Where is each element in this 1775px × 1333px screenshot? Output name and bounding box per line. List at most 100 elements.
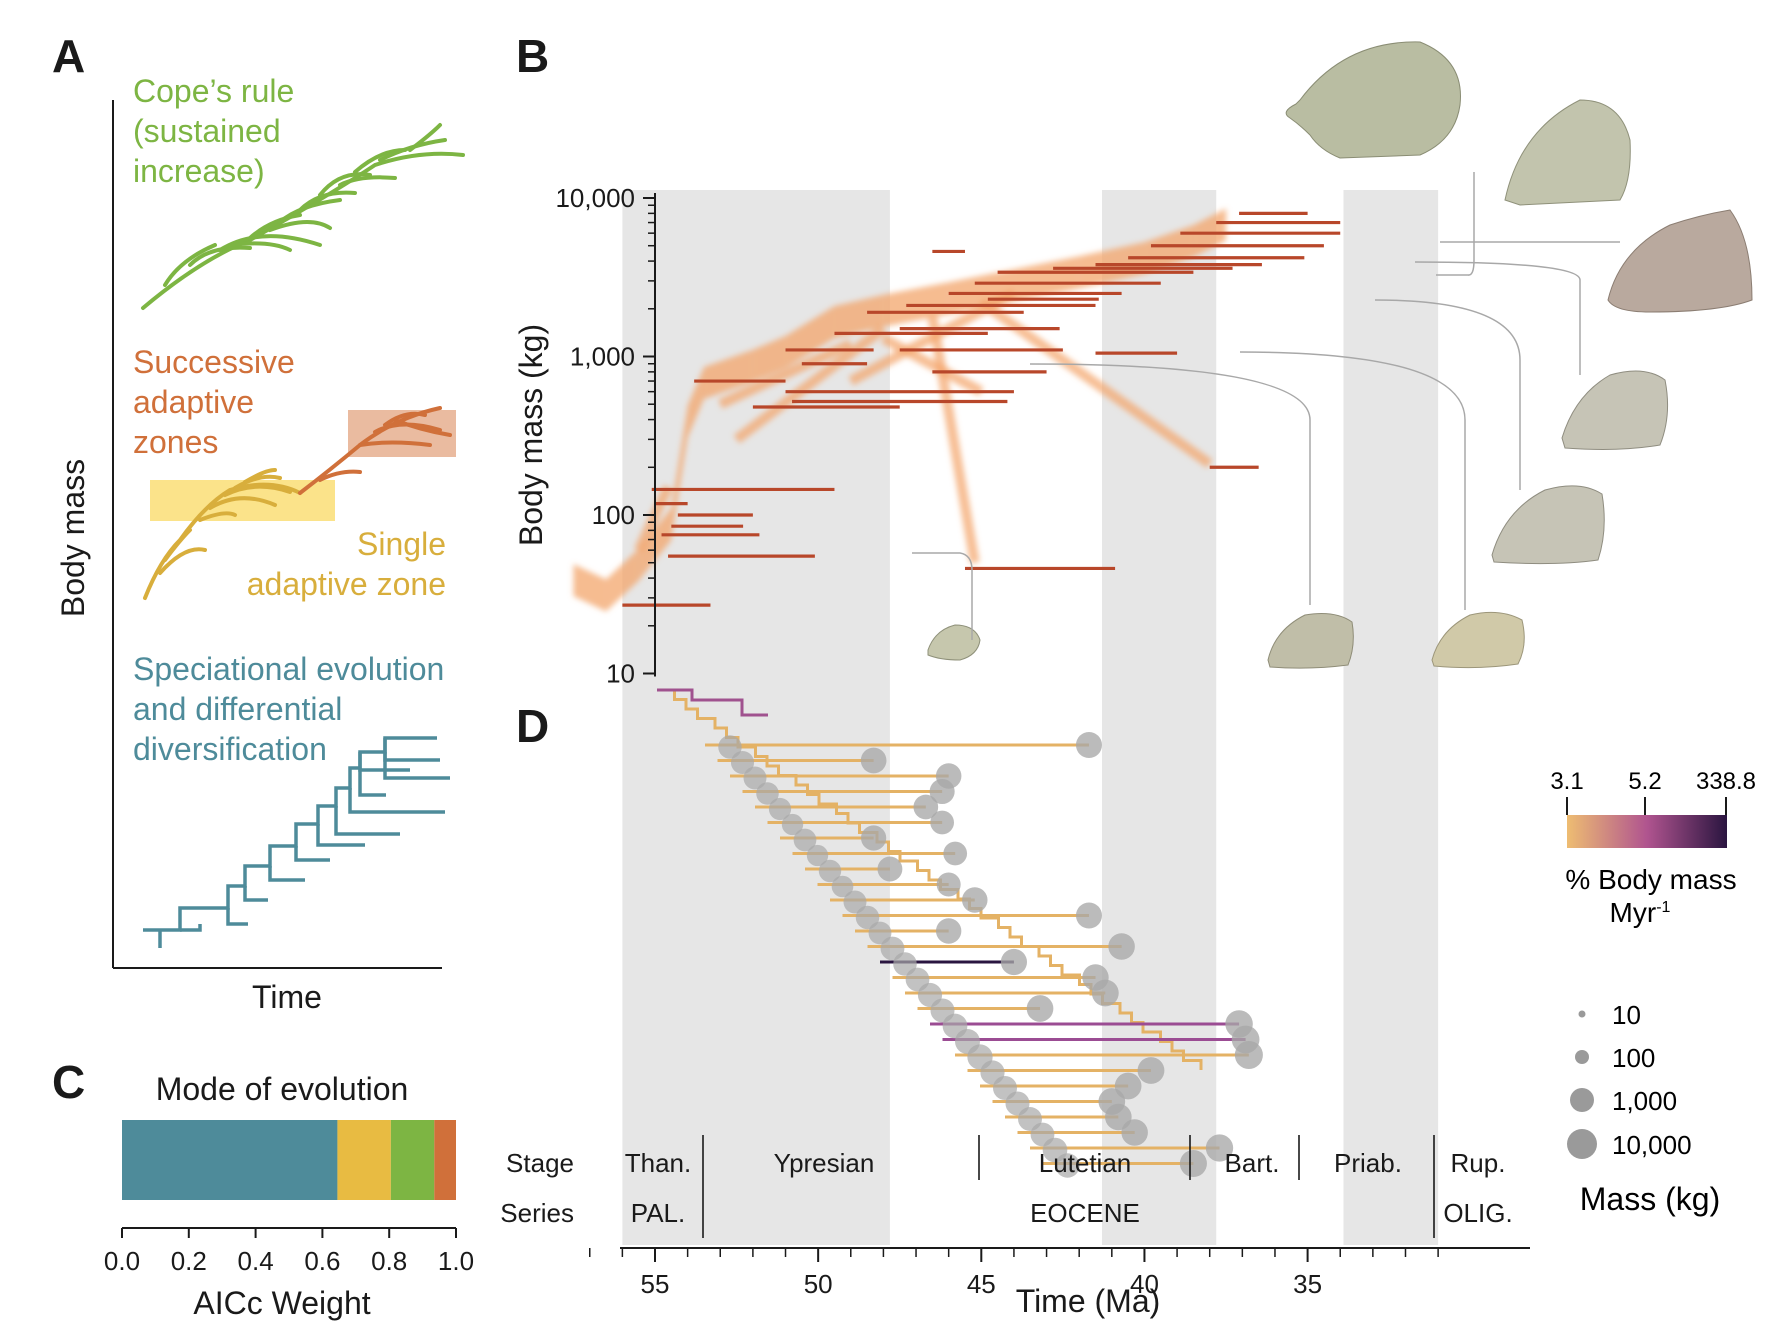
tip-point-21 [1234, 1040, 1263, 1070]
stage-rupelian: Rup. [1451, 1148, 1506, 1178]
tip-point-7 [861, 825, 887, 851]
speciational-line-3: diversification [133, 731, 327, 767]
panel-a-label: A [52, 30, 85, 82]
tip-point-28 [1179, 1149, 1207, 1178]
colorbar-unit-sup: -1 [1656, 899, 1670, 916]
stage-row-label: Stage [506, 1148, 574, 1178]
tip-point-5 [913, 794, 939, 820]
colorbar-unit-text: Myr [1610, 897, 1657, 928]
node-point-9 [818, 859, 842, 883]
node-point-12 [855, 905, 880, 930]
aicc-tick-label: 0.8 [371, 1246, 407, 1276]
series-paleocene: PAL. [631, 1198, 685, 1228]
single-zone-label: Single adaptive zone [247, 526, 446, 602]
panel-a-axes [112, 100, 442, 969]
tip-point-22 [1137, 1057, 1165, 1084]
size-legend-title: Mass (kg) [1580, 1181, 1720, 1217]
cloud-segment [703, 349, 753, 400]
time-axis-label: Time (Ma) [1016, 1283, 1161, 1319]
aicc-bar-segment-4 [434, 1120, 456, 1200]
tip-point-10 [936, 872, 961, 897]
stage-bartonian: Bart. [1225, 1148, 1280, 1178]
size-legend-label-1: 10 [1612, 1000, 1641, 1030]
tip-point-17 [1091, 979, 1119, 1007]
successive-line-1: Successive [133, 344, 295, 380]
stage-lutetian: Lutetian [1039, 1148, 1132, 1178]
cloud-branch [718, 339, 853, 409]
panel-c-title: Mode of evolution [156, 1071, 409, 1107]
panel-c-axis: 0.0 0.2 0.4 0.6 0.8 1.0 [104, 1227, 474, 1276]
cloud-segment [606, 548, 639, 612]
rhino-head-icon-3 [1607, 209, 1753, 313]
size-legend-label-3: 1,000 [1612, 1086, 1677, 1116]
colorbar-gradient [1567, 815, 1727, 848]
node-point-11 [843, 890, 867, 914]
node-point-1 [718, 735, 742, 759]
node-point-2 [730, 750, 755, 775]
aicc-bar-segment-2 [337, 1120, 391, 1200]
node-point-7 [793, 828, 817, 852]
tip-point-26 [1121, 1119, 1148, 1146]
successive-line-2: adaptive [133, 384, 254, 420]
colorbar-tick-1: 3.1 [1550, 768, 1583, 795]
colorbar-tick-3: 338.8 [1696, 768, 1756, 795]
node-point-8 [806, 844, 829, 867]
aicc-tick-label: 0.4 [238, 1246, 274, 1276]
mass-tick-label: 1,000 [570, 342, 635, 372]
cloud-segment [573, 564, 607, 612]
aicc-tick-label: 1.0 [438, 1246, 474, 1276]
tip-point-15 [1000, 948, 1028, 976]
stratigraphy-dividers [702, 1135, 1435, 1238]
copes-line-1: Cope’s rule [133, 73, 294, 109]
tip-point-18 [1026, 995, 1054, 1022]
cloud-segment [834, 294, 884, 338]
lineage-segments [622, 211, 1341, 607]
stratigraphy-table: Stage Series Than. Ypresian Lutetian Bar… [500, 1135, 1513, 1238]
size-legend-label-2: 100 [1612, 1043, 1655, 1073]
colorbar-unit: Myr-1 [1610, 897, 1671, 928]
cloud-branch [927, 315, 980, 564]
cloud-segment [671, 405, 688, 541]
successive-line-3: zones [133, 424, 218, 460]
aicc-bar-segment-1 [122, 1120, 338, 1200]
speciational-tree [143, 736, 450, 948]
tip-point-4 [929, 778, 955, 805]
tip-point-11 [962, 887, 988, 913]
size-legend-dot-1000 [1570, 1088, 1594, 1112]
rhino-head-icon-8 [1431, 611, 1525, 669]
speciational-line-1: Speciational evolution [133, 651, 444, 687]
single-line-1: Single [357, 526, 446, 562]
illustration-leader-lines [912, 172, 1620, 640]
rhino-head-icon-2 [1504, 99, 1631, 206]
mass-size-legend: 10 100 1,000 10,000 Mass (kg) [1567, 1000, 1720, 1217]
rhino-illustrations [927, 41, 1753, 669]
aicc-tick-label: 0.2 [171, 1246, 207, 1276]
tip-point-13 [935, 918, 962, 944]
rhino-head-icon-7 [1267, 613, 1354, 669]
time-tick-label: 50 [804, 1269, 833, 1299]
copes-rule-label: Cope’s rule (sustained increase) [133, 73, 294, 189]
panel-d-label: D [516, 700, 549, 752]
node-point-6 [781, 813, 804, 836]
phylogeny-backbone [657, 688, 1203, 1070]
rhino-head-icon-6 [927, 624, 981, 661]
copes-line-3: increase) [133, 153, 265, 189]
panel-c-xlabel: AICc Weight [193, 1285, 370, 1321]
node-point-5 [768, 797, 792, 821]
node-point-28 [1055, 1153, 1080, 1178]
tip-point-6 [930, 810, 955, 835]
phylogeny-basal-branches [657, 688, 768, 717]
colorbar-tick-2: 5.2 [1628, 768, 1661, 795]
cloud-branch [733, 324, 887, 444]
panel-a-xlabel: Time [252, 979, 322, 1015]
speciational-label: Speciational evolution and differential … [133, 651, 444, 767]
copes-rule-tree [141, 123, 465, 310]
copes-line-2: (sustained [133, 113, 281, 149]
size-legend-dot-10000 [1567, 1129, 1597, 1159]
node-point-10 [831, 875, 854, 898]
colorbar-title: % Body mass [1565, 864, 1736, 895]
aicc-bar-segment-3 [390, 1120, 435, 1200]
cloud-segment [752, 335, 786, 382]
cloud-branch [881, 334, 984, 397]
